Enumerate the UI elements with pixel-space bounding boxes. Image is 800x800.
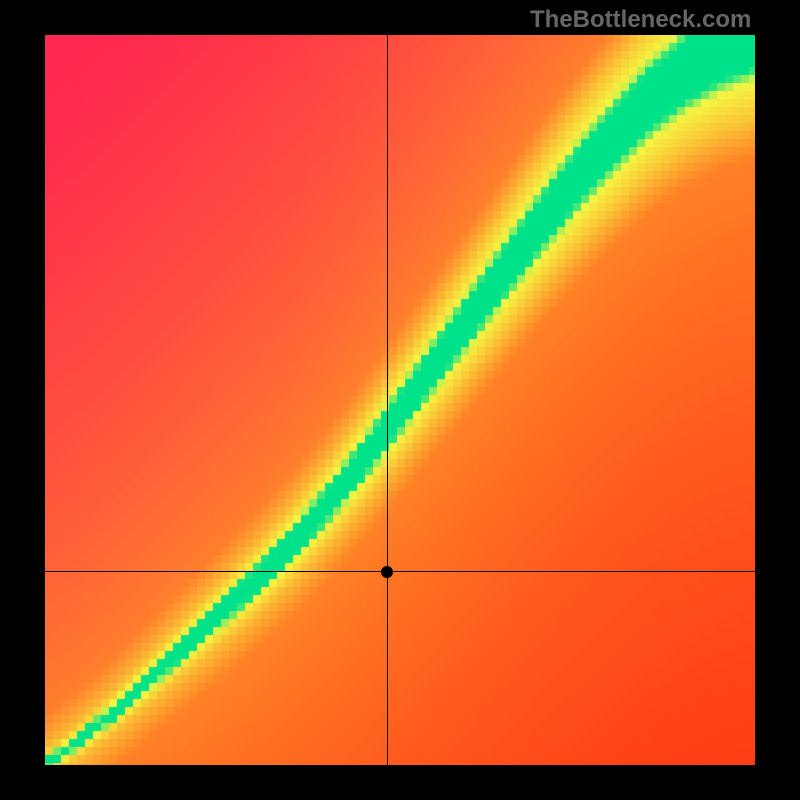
heatmap-canvas [45,35,755,765]
crosshair-vertical [387,35,388,765]
crosshair-horizontal [45,571,755,572]
watermark-text: TheBottleneck.com [530,6,751,34]
heatmap-plot [45,35,755,765]
marker-dot [381,566,393,578]
